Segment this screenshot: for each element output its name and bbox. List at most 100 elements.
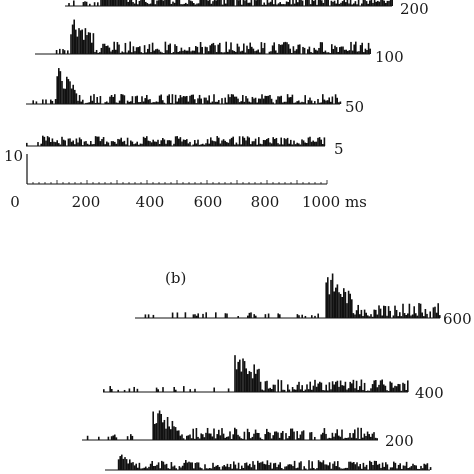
panel-b-series-3-bar <box>421 468 424 470</box>
panel-b-series-1-bar <box>194 388 196 392</box>
panel-b-series-1-bar <box>307 389 310 392</box>
panel-b-series-3-bar <box>348 461 350 470</box>
panel-b-series-3-bar <box>119 456 121 470</box>
panel-a-series-0-bar <box>202 0 205 6</box>
panel-a-series-3-bar <box>310 141 313 146</box>
panel-b-series-0-bar <box>365 312 367 318</box>
panel-a-series-2-bar <box>189 95 191 104</box>
panel-a-series-1-bar <box>201 46 203 54</box>
panel-a-series-3-bar <box>261 144 263 146</box>
panel-a-series-1-bar <box>334 45 336 54</box>
panel-b-series-3-bar <box>121 454 123 470</box>
panel-a-series-3-bar <box>114 141 116 146</box>
panel-b-series-3-bar <box>124 457 126 470</box>
panel-a-series-2-bar <box>98 102 100 104</box>
panel-a-series-1-bar <box>155 49 157 54</box>
panel-b-series-1-bar <box>263 390 265 392</box>
panel-a-series-3-bar <box>67 138 70 146</box>
panel-a-series-0-bar <box>173 2 176 6</box>
panel-a-series-3-bar <box>139 143 142 146</box>
panel-a-series-0-bar <box>242 0 245 6</box>
panel-b-series-3-bar <box>396 468 398 470</box>
panel-b-series-3-bar <box>221 466 224 470</box>
panel-b-series-0-bar <box>328 294 331 318</box>
panel-b-series-1-bar <box>403 383 406 392</box>
panel-a-series-0-bar <box>116 0 118 7</box>
panel-b-series-0-bar <box>343 288 345 318</box>
panel-b-series-2-bar <box>206 427 209 440</box>
panel-b-series-3-bar <box>287 464 289 470</box>
panel-a-series-0-bar <box>324 0 326 6</box>
panel-b-series-1-bar <box>387 390 390 392</box>
panel-a-series-3-bar <box>54 142 57 146</box>
panel-b-series-3-bar <box>132 462 134 470</box>
panel-a-series-2-bar <box>254 97 257 104</box>
panel-a-series-2-bar <box>190 94 193 104</box>
panel-b-series-3-bar <box>298 462 301 470</box>
panel-a-series-0-bar <box>231 0 233 7</box>
panel-a-series-3-bar <box>278 144 281 146</box>
panel-b-series-0-bar <box>247 315 249 318</box>
panel-a-series-3-bar <box>125 144 127 146</box>
panel-a-series-3-bar <box>283 138 286 146</box>
panel-a-series-1-histogram <box>35 19 371 55</box>
panel-a-series-0-bar <box>186 3 189 6</box>
panel-a-series-2-bar <box>230 94 233 104</box>
panel-b-series-3-bar <box>153 466 155 470</box>
panel-b-series-1-bar <box>277 379 279 392</box>
panel-a-series-1-bar <box>73 19 75 54</box>
panel-b-label: (b) <box>165 269 186 287</box>
panel-a-series-0-bar <box>82 2 85 6</box>
panel-b-series-1-bar <box>319 381 321 392</box>
panel-a-series-3-bar <box>43 136 46 146</box>
panel-a-series-0-bar <box>364 0 366 6</box>
panel-b-series-3-bar <box>236 468 238 470</box>
panel-b-series-0-bar <box>387 306 390 318</box>
panel-a-series-2-bar <box>270 98 273 104</box>
panel-b-series-2-bar <box>226 436 228 440</box>
panel-a-series-0-histogram <box>65 0 393 7</box>
panel-a-series-2-bar <box>149 99 151 104</box>
panel-b-series-0-bar <box>415 313 417 318</box>
panel-a-series-3-bar <box>150 142 153 146</box>
panel-a-series-2-bar <box>246 98 249 104</box>
panel-b-series-3-bar <box>223 464 225 470</box>
panel-b-series-2-bar <box>187 435 190 440</box>
panel-b-series-1-bar <box>251 378 254 392</box>
panel-a-series-0-bar <box>164 0 166 6</box>
panel-b-series-2-bar <box>293 431 295 440</box>
panel-b-series-3-bar <box>340 468 342 470</box>
panel-a-series-3-bar <box>178 138 180 146</box>
panel-b-series-1-bar <box>109 386 111 392</box>
panel-a-series-0-bar <box>289 0 291 6</box>
panel-a-series-2-bar <box>142 101 145 104</box>
panel-b-series-3-bar <box>133 465 136 470</box>
panel-a-series-1-bar <box>337 51 339 54</box>
panel-b-series-1-bar <box>111 388 113 392</box>
panel-b-series-2-bar <box>203 437 206 440</box>
panel-a-series-3-bar <box>195 143 198 146</box>
panel-b-series-3-bar <box>273 463 275 470</box>
panel-a-series-3-bar <box>258 137 260 146</box>
panel-b-series-2-bar <box>208 433 210 440</box>
panel-a-series-2-bar <box>106 101 108 104</box>
panel-b-series-2-bar <box>346 437 348 440</box>
panel-a-series-3-bar <box>42 135 44 146</box>
panel-a-series-0-bar <box>111 0 113 6</box>
panel-a-series-0-bar <box>314 0 317 6</box>
panel-b-series-2-bar <box>216 434 218 440</box>
panel-b-series-1-bar <box>363 382 366 392</box>
panel-a-series-2-bar <box>32 100 34 104</box>
panel-b-series-2-bar <box>221 428 223 440</box>
panel-b-series-0-bar <box>399 312 401 318</box>
panel-a-series-1-bar <box>214 45 216 54</box>
panel-b-series-0-bar <box>351 299 353 318</box>
panel-b-series-3-bar <box>321 462 323 470</box>
panel-b-series-3-bar <box>252 461 254 470</box>
panel-a-series-1-bar <box>83 39 85 54</box>
panel-a-series-1-bar <box>254 51 256 54</box>
panel-b-series-2-bar <box>286 438 289 440</box>
panel-b-series-2-bar <box>213 428 215 440</box>
panel-a-series-2-bar <box>283 101 286 104</box>
panel-a-series-2-bar <box>269 94 271 104</box>
